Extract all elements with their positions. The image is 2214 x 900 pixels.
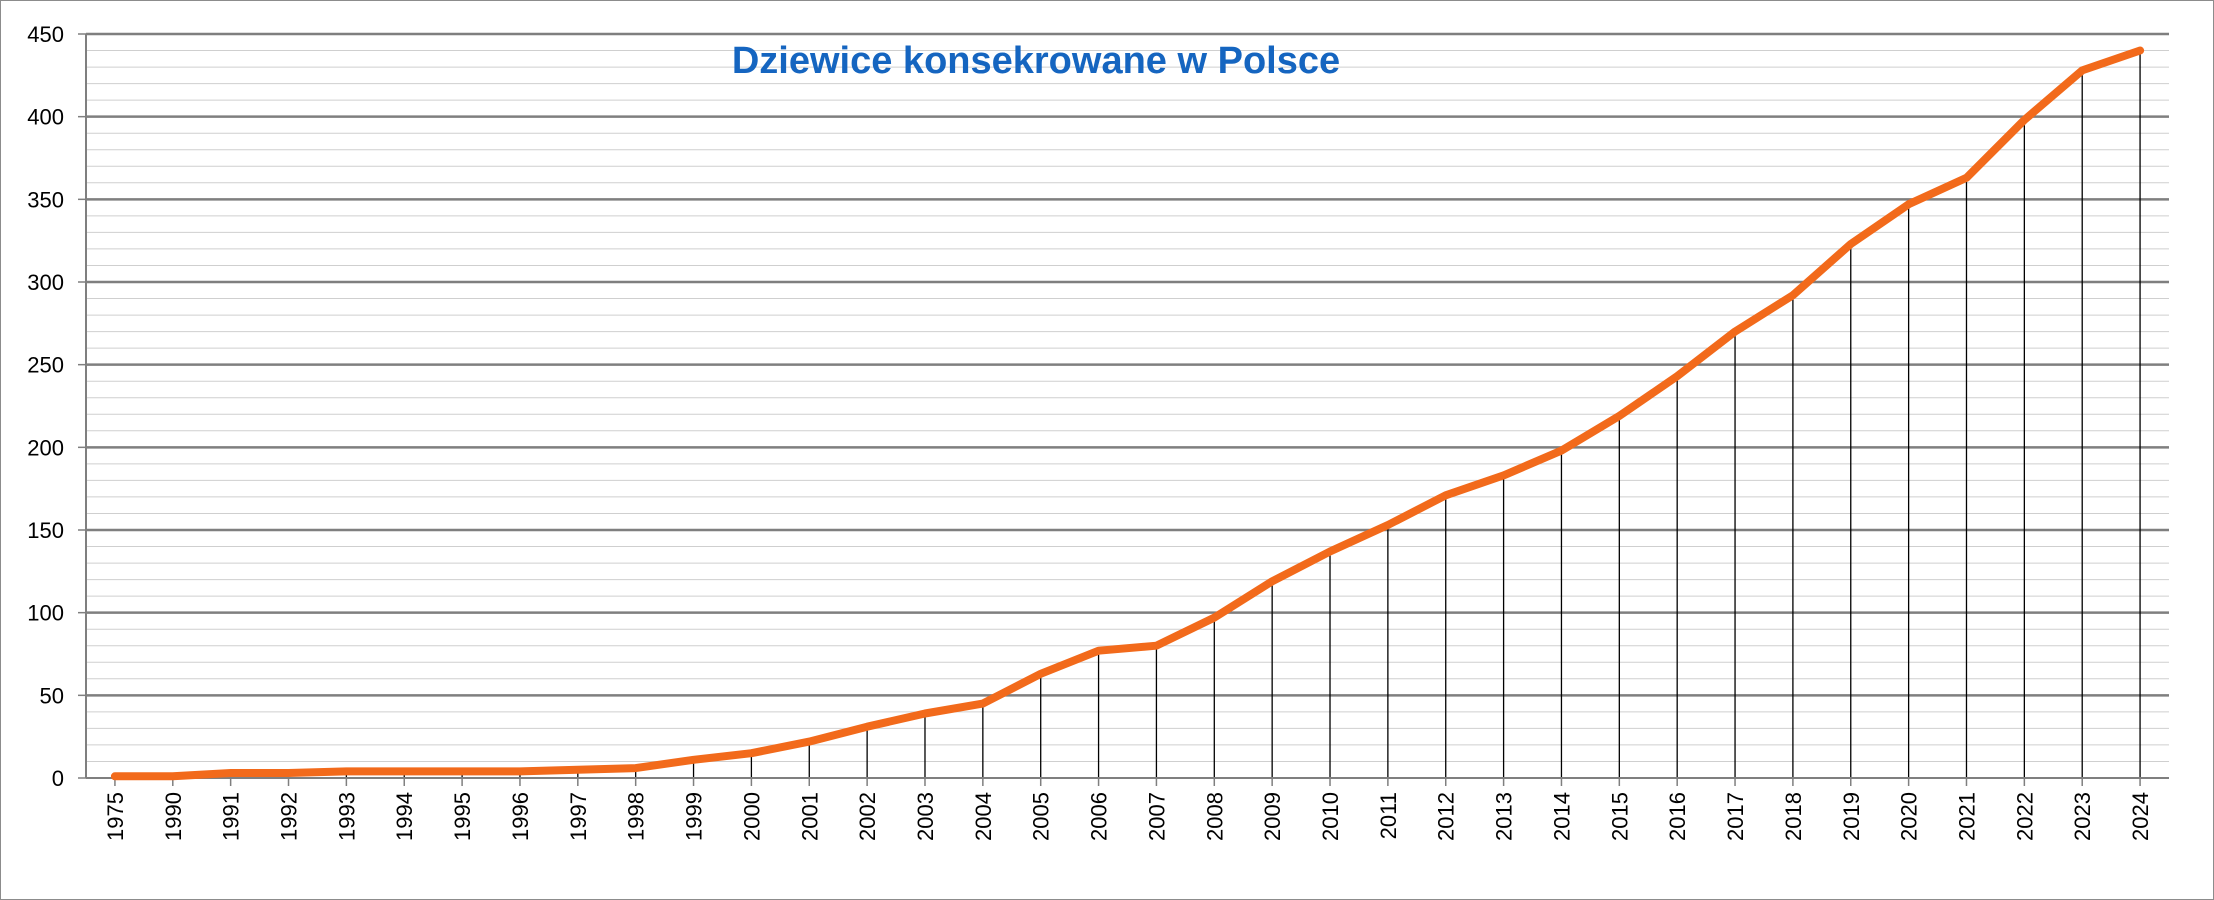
x-tick-label: 1991 xyxy=(219,792,244,841)
x-tick-label: 1996 xyxy=(508,792,533,841)
x-tick-label: 2008 xyxy=(1202,792,1227,841)
series-layer xyxy=(110,46,2145,781)
data-point xyxy=(921,710,928,717)
x-tick-label: 2000 xyxy=(739,792,764,841)
x-tick-label: 2015 xyxy=(1607,792,1632,841)
x-tick-label: 2002 xyxy=(855,792,880,841)
data-point xyxy=(1732,328,1739,335)
data-point xyxy=(169,773,176,780)
data-point xyxy=(227,770,234,777)
x-tick-label: 2021 xyxy=(1954,792,1979,841)
x-tick-label: 1998 xyxy=(624,792,649,841)
x-tick-label: 2018 xyxy=(1781,792,1806,841)
drop-lines xyxy=(114,50,2141,778)
data-point xyxy=(285,770,292,777)
y-tick-label: 0 xyxy=(52,766,64,791)
data-point xyxy=(111,773,118,780)
y-tick-label: 150 xyxy=(27,518,64,543)
y-tick-label: 350 xyxy=(27,187,64,212)
y-tick-label: 250 xyxy=(27,353,64,378)
x-tick-label: 1995 xyxy=(450,792,475,841)
x-tick-label: 2016 xyxy=(1665,792,1690,841)
x-tick-label: 2017 xyxy=(1723,792,1748,841)
y-tick-label: 200 xyxy=(27,435,64,460)
x-tick-label: 1975 xyxy=(103,792,128,841)
data-point xyxy=(979,700,986,707)
data-point xyxy=(459,768,466,775)
data-point xyxy=(1963,174,1970,181)
grid-layer xyxy=(86,32,2169,762)
y-tick-labels: 0 50 100 150 200 250 300 350 400 450 xyxy=(27,22,64,791)
data-point xyxy=(2137,47,2144,54)
x-tick-label: 2019 xyxy=(1839,792,1864,841)
data-point xyxy=(1384,522,1391,529)
x-tick-labels: 1975 1990 1991 1992 1993 1994 1995 1996 1997 1998… xyxy=(103,792,2153,841)
x-tick-label: 2011 xyxy=(1376,792,1401,839)
data-point xyxy=(864,723,871,730)
x-tick-label: 2001 xyxy=(797,792,822,841)
chart-title: Dziewice konsekrowane w Polsce xyxy=(732,40,1340,82)
data-point xyxy=(1037,670,1044,677)
data-point xyxy=(1847,240,1854,247)
axes xyxy=(78,33,2169,786)
x-tick-label: 2006 xyxy=(1087,792,1112,841)
data-point xyxy=(1327,548,1334,555)
x-tick-label: 1999 xyxy=(682,792,707,841)
y-tick-label: 300 xyxy=(27,270,64,295)
y-tick-label: 400 xyxy=(27,105,64,130)
x-tick-label: 1997 xyxy=(566,792,591,841)
x-tick-label: 2003 xyxy=(913,792,938,841)
series-line xyxy=(110,46,2145,781)
data-point xyxy=(1674,373,1681,380)
x-tick-label: 2004 xyxy=(971,792,996,841)
x-tick-label: 2024 xyxy=(2128,792,2153,841)
x-tick-label: 2023 xyxy=(2070,792,2095,841)
x-tick-label: 2012 xyxy=(1434,792,1459,841)
data-point xyxy=(806,738,813,745)
data-point xyxy=(343,768,350,775)
data-point xyxy=(1789,292,1796,299)
data-point xyxy=(1269,578,1276,585)
data-point xyxy=(1211,614,1218,621)
x-tick-label: 1994 xyxy=(392,792,417,841)
data-point xyxy=(748,750,755,757)
data-point xyxy=(1442,492,1449,499)
x-tick-label: 1990 xyxy=(161,792,186,841)
data-point xyxy=(690,756,697,763)
data-point xyxy=(1616,412,1623,419)
x-tick-label: 2005 xyxy=(1029,792,1054,841)
x-tick-label: 2022 xyxy=(2012,792,2037,841)
x-tick-label: 1993 xyxy=(334,792,359,841)
data-point xyxy=(632,765,639,772)
data-point xyxy=(1500,472,1507,479)
y-tick-label: 50 xyxy=(40,683,64,708)
data-point xyxy=(1905,201,1912,208)
data-point xyxy=(2079,67,2086,74)
x-tick-label: 2010 xyxy=(1318,792,1343,841)
data-point xyxy=(516,768,523,775)
x-tick-label: 1992 xyxy=(277,792,302,841)
y-tick-label: 450 xyxy=(27,22,64,47)
y-tick-label: 100 xyxy=(27,601,64,626)
x-tick-label: 2013 xyxy=(1492,792,1517,841)
data-point xyxy=(1558,447,1565,454)
data-point xyxy=(2021,116,2028,123)
data-point xyxy=(1153,642,1160,649)
data-point xyxy=(574,766,581,773)
data-point xyxy=(1095,647,1102,654)
data-point xyxy=(401,768,408,775)
x-tick-label: 2009 xyxy=(1260,792,1285,841)
x-tick-label: 2020 xyxy=(1897,792,1922,841)
x-tick-label: 2014 xyxy=(1549,792,1574,841)
x-tick-label: 2007 xyxy=(1144,792,1169,841)
